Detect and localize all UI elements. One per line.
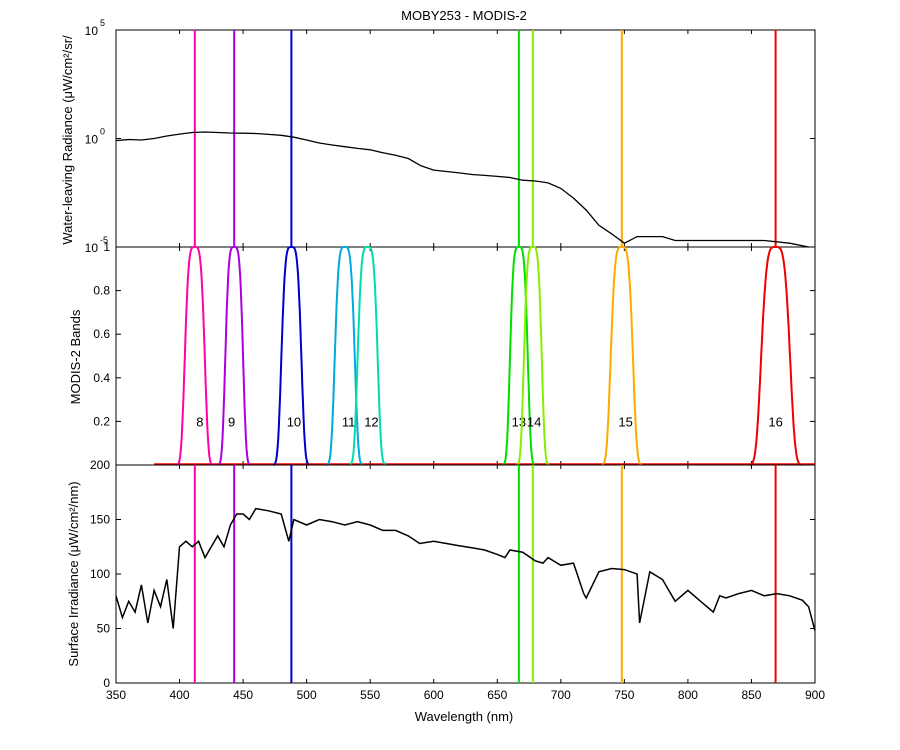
band-response-curve	[601, 246, 643, 466]
y-tick-label: 10	[85, 133, 99, 147]
band-label: 12	[364, 414, 378, 429]
bands-ylabel: MODIS-2 Bands	[68, 309, 83, 404]
y-tick-label: 0.6	[93, 327, 110, 341]
x-tick-label: 500	[297, 688, 317, 702]
radiance-series-line	[115, 131, 809, 248]
x-tick-label: 600	[424, 688, 444, 702]
irradiance-ylabel: Surface Irradiance (μW/cm²/nm)	[66, 481, 81, 666]
panel-frame	[115, 464, 816, 684]
band-response-curve	[516, 246, 550, 466]
band-label: 11	[342, 414, 356, 429]
y-tick-label: 1	[103, 240, 110, 254]
y-tick-label: 100	[90, 567, 110, 581]
radiance-ylabel: Water-leaving Radiance (μW/cm²/sr/	[60, 35, 75, 245]
y-tick-exponent: 0	[100, 127, 105, 137]
y-tick-label: 50	[97, 622, 111, 636]
panel-frame	[115, 29, 816, 248]
x-tick-label: 800	[678, 688, 698, 702]
y-tick-label: 0.8	[93, 284, 110, 298]
y-tick-label: 150	[90, 513, 110, 527]
x-tick-label: 750	[614, 688, 634, 702]
chart-title: MOBY253 - MODIS-2	[401, 8, 527, 23]
x-tick-label: 450	[233, 688, 253, 702]
x-tick-label: 700	[551, 688, 571, 702]
bands-panel: MODIS-2 Bands 0.2 0.4 0.6 0.8 1 8 9 10 11 12 13 14 1…	[68, 240, 816, 466]
band-label: 9	[228, 414, 235, 429]
band-response-curve	[502, 246, 536, 466]
x-axis-label: Wavelength (nm)	[415, 709, 514, 724]
y-tick-exponent: -5	[100, 235, 108, 245]
irradiance-series-line	[115, 507, 816, 631]
panel-frame	[115, 246, 816, 466]
x-tick-label: 900	[805, 688, 825, 702]
band-response-curve	[272, 246, 310, 466]
y-tick-label: 0.2	[93, 414, 110, 428]
y-tick-exponent: 5	[100, 18, 105, 28]
band-label: 16	[768, 414, 782, 429]
band-label: 14	[527, 414, 541, 429]
y-tick-label: 0	[103, 676, 110, 690]
y-tick-label: 200	[90, 458, 110, 472]
x-tick-label: 400	[170, 688, 190, 702]
y-tick-label: 10	[85, 241, 99, 255]
radiance-panel: Water-leaving Radiance (μW/cm²/sr/ 10510…	[60, 18, 816, 255]
x-tick-label: 650	[487, 688, 507, 702]
x-tick-label: 550	[360, 688, 380, 702]
band-label: 15	[618, 414, 632, 429]
irradiance-panel: Surface Irradiance (μW/cm²/nm) 0 50 100 150…	[66, 458, 825, 702]
band-label: 8	[196, 414, 203, 429]
band-label: 13	[512, 414, 526, 429]
band-response-curve	[749, 246, 803, 466]
y-tick-label: 10	[85, 24, 99, 38]
band-response-curve	[349, 246, 386, 466]
x-tick-label: 850	[741, 688, 761, 702]
band-response-curve	[176, 246, 214, 466]
y-tick-label: 0.4	[93, 371, 110, 385]
x-tick-label: 350	[106, 688, 126, 702]
band-label: 10	[287, 414, 301, 429]
band-response-curve	[217, 246, 251, 466]
